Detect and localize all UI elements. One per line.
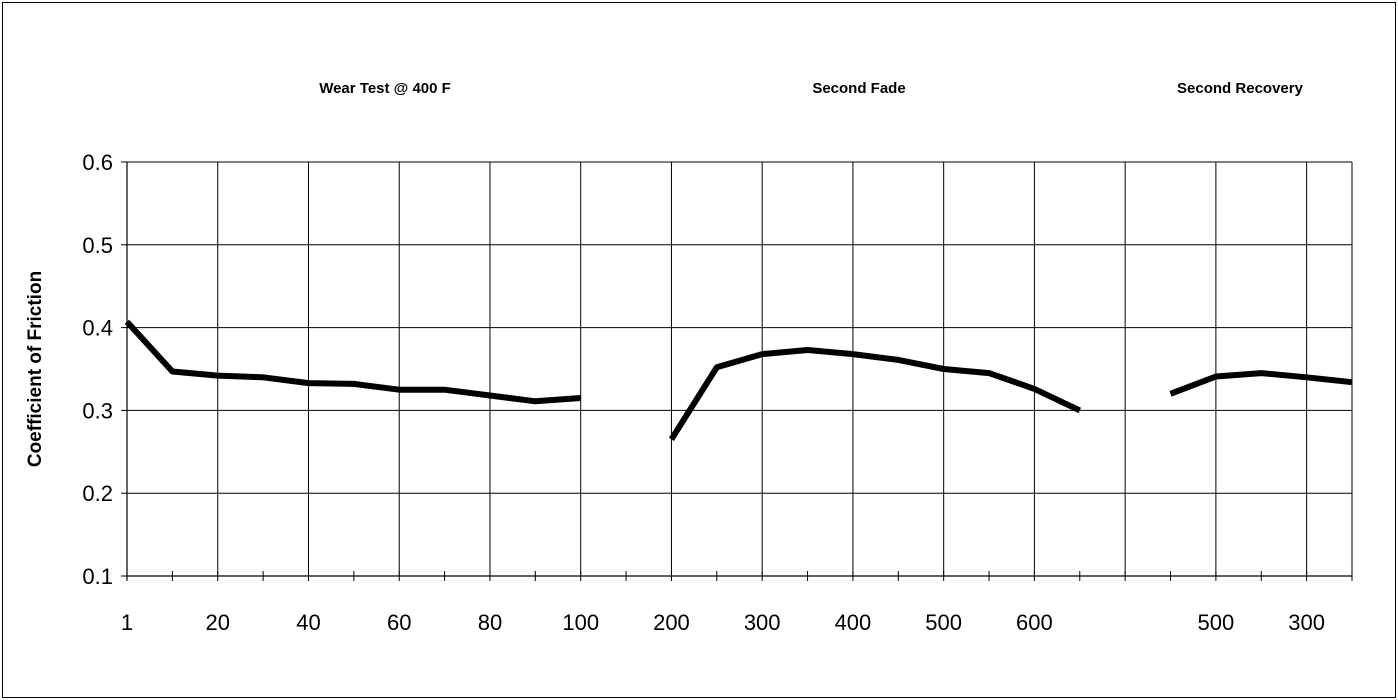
x-tick-label: 20 <box>205 610 229 635</box>
x-tick-label: 80 <box>478 610 502 635</box>
x-tick-label: 500 <box>1198 610 1235 635</box>
y-tick-label: 0.1 <box>82 564 113 589</box>
series-line <box>1169 370 1353 397</box>
x-tick-label: 400 <box>835 610 872 635</box>
y-tick-label: 0.6 <box>82 150 113 175</box>
x-tick-label: 60 <box>387 610 411 635</box>
x-tick-label: 300 <box>744 610 781 635</box>
x-tick-label: 40 <box>296 610 320 635</box>
y-axis-title: Coefficient of Friction <box>25 271 46 467</box>
x-tick-label: 200 <box>653 610 690 635</box>
x-tick-label: 600 <box>1016 610 1053 635</box>
x-tick-label: 1 <box>121 610 133 635</box>
section-label: Second Fade <box>812 80 905 97</box>
y-tick-label: 0.4 <box>82 316 113 341</box>
series-line <box>668 347 1082 441</box>
x-tick-label: 100 <box>562 610 599 635</box>
y-tick-label: 0.5 <box>82 233 113 258</box>
x-tick-label: 300 <box>1288 610 1325 635</box>
section-label: Second Recovery <box>1177 80 1304 97</box>
x-tick-label: 500 <box>925 610 962 635</box>
series-line <box>124 319 581 405</box>
y-tick-label: 0.2 <box>82 481 113 506</box>
y-tick-label: 0.3 <box>82 398 113 423</box>
section-label: Wear Test @ 400 F <box>319 80 451 97</box>
